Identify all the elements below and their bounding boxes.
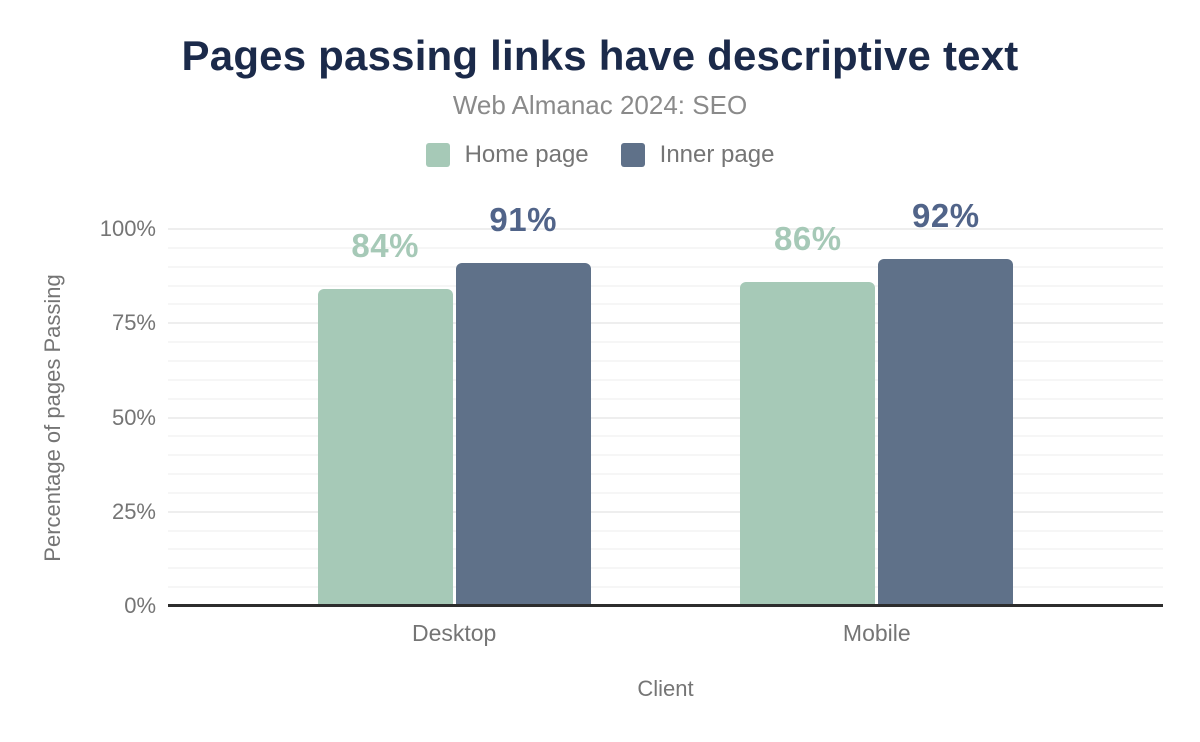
bar-inner-page-desktop (455, 262, 591, 606)
category-label-desktop: Desktop (411, 620, 497, 646)
bar-home-page-desktop (317, 289, 453, 606)
minor-gridline-20 (168, 529, 1163, 532)
y-axis-title: Percentage of pages Passing (40, 273, 65, 562)
bar-value-label-home-page-mobile: 86% (774, 219, 842, 257)
bar-group-mobile: 86% 92% Mobile (740, 197, 1014, 646)
plot-area: 0% 25% 50% 75% 100% 84% 91% Desktop 86% 92% Mobil… (40, 197, 1163, 701)
y-tick-label-25: 25% (111, 498, 156, 524)
bar-groups: 84% 91% Desktop 86% 92% Mobile (168, 197, 1163, 646)
bar-value-label-home-page-desktop: 84% (351, 227, 419, 265)
bar-wrap-inner-page-desktop: 91% (455, 201, 591, 606)
minor-gridline-90 (168, 265, 1163, 268)
minor-gridline-80 (168, 303, 1163, 306)
y-tick-label-50: 50% (111, 404, 156, 430)
minor-gridline-85 (168, 284, 1163, 287)
minor-gridline-55 (168, 397, 1163, 400)
legend-label-inner-page: Inner page (659, 141, 775, 168)
minor-gridline-70 (168, 341, 1163, 344)
y-tick-label-100: 100% (99, 216, 156, 241)
minor-gridline-60 (168, 378, 1163, 381)
bar-wrap-home-page-desktop: 84% (317, 227, 453, 606)
major-gridline-75 (168, 322, 1163, 325)
y-tick-label-75: 75% (111, 310, 156, 336)
legend-item-inner-page: Inner page (620, 141, 775, 169)
bar-inner-page-mobile (878, 259, 1014, 606)
bar-wrap-home-page-mobile: 86% (740, 220, 876, 606)
gridlines (168, 228, 1163, 606)
bar-value-label-inner-page-desktop: 91% (489, 200, 557, 238)
minor-gridline-35 (168, 473, 1163, 476)
minor-gridline-15 (168, 548, 1163, 551)
major-gridline-25 (168, 510, 1163, 513)
chart-title: Pages passing links have descriptive tex… (181, 32, 1019, 79)
minor-gridline-45 (168, 435, 1163, 438)
legend-swatch-home-page (425, 143, 450, 167)
y-tick-label-0: 0% (124, 593, 156, 618)
bar-group-desktop: 84% 91% Desktop (317, 201, 591, 646)
minor-gridline-40 (168, 454, 1163, 457)
legend-swatch-inner-page (620, 143, 645, 167)
category-label-mobile: Mobile (842, 620, 911, 646)
minor-gridline-65 (168, 359, 1163, 362)
minor-gridline-95 (168, 246, 1163, 249)
legend-label-home-page: Home page (464, 141, 589, 168)
bar-home-page-mobile (740, 281, 876, 606)
x-axis-line (168, 604, 1163, 607)
major-gridline-100 (168, 228, 1163, 230)
major-gridline-50 (168, 416, 1163, 419)
legend: Home page Inner page (0, 141, 1200, 169)
minor-gridline-10 (168, 567, 1163, 570)
x-axis-title: Client (637, 676, 694, 701)
minor-gridline-5 (168, 586, 1163, 589)
bar-value-label-inner-page-mobile: 92% (912, 197, 980, 235)
chart-subtitle: Web Almanac 2024: SEO (452, 90, 748, 120)
minor-gridline-30 (168, 491, 1163, 494)
legend-item-home-page: Home page (425, 141, 589, 169)
bar-wrap-inner-page-mobile: 92% (878, 197, 1014, 606)
